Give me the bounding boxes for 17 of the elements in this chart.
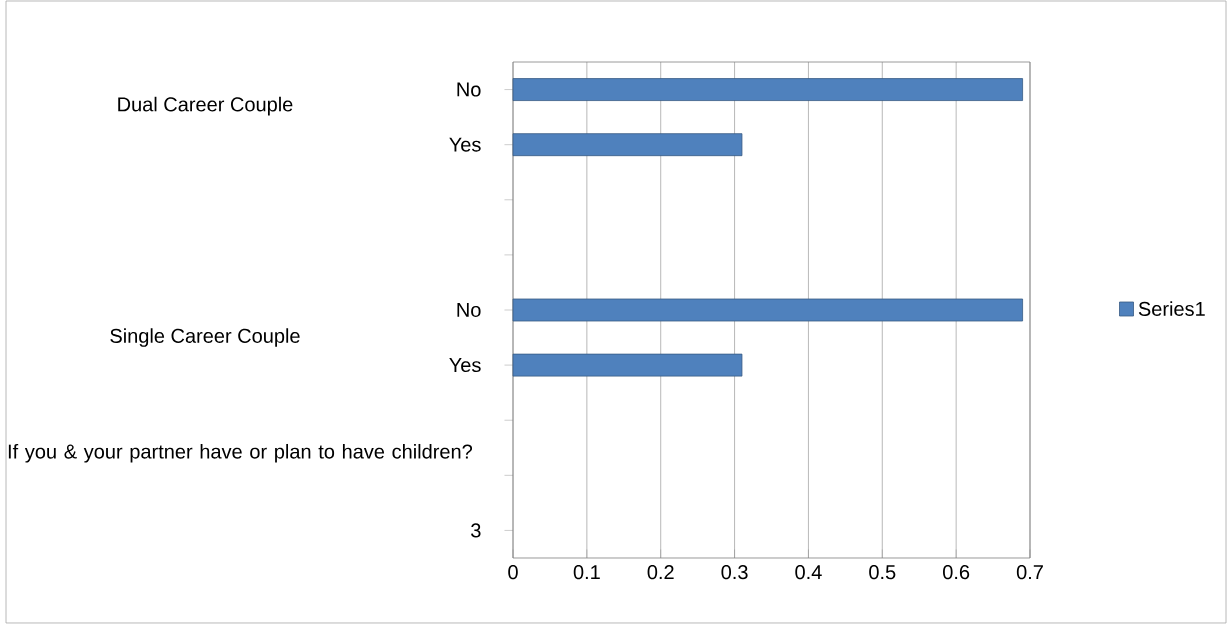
text: Single Career Couple bbox=[110, 328, 300, 347]
x-tick-label: 0 bbox=[508, 565, 518, 580]
x-tick-label: 0.6 bbox=[943, 565, 970, 580]
y-tick-label: No bbox=[457, 82, 481, 97]
x-tick-label: 0.1 bbox=[573, 565, 600, 580]
text: If you & your partner have or plan to have children? bbox=[8, 443, 473, 463]
x-tick-label: 0.5 bbox=[869, 565, 896, 580]
text: Dual Career Couple bbox=[118, 96, 293, 116]
x-tick-label: 0.7 bbox=[1016, 565, 1043, 580]
y-tick-label: 3 bbox=[471, 523, 481, 538]
y-tick-label: No bbox=[457, 303, 481, 317]
x-tick-label: 0.3 bbox=[721, 565, 748, 580]
legend-label: Series1 bbox=[1138, 301, 1205, 316]
x-tick-label: 0.4 bbox=[795, 565, 822, 580]
x-tick-label: 0.2 bbox=[647, 565, 674, 580]
y-tick-label: Yes bbox=[449, 137, 481, 152]
y-tick-label: Yes bbox=[449, 358, 481, 373]
